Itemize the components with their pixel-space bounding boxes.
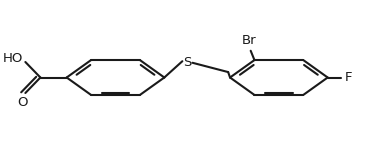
Text: O: O <box>17 96 28 109</box>
Text: S: S <box>183 55 191 69</box>
Text: Br: Br <box>242 34 256 47</box>
Text: HO: HO <box>3 52 23 65</box>
Text: F: F <box>344 71 352 84</box>
